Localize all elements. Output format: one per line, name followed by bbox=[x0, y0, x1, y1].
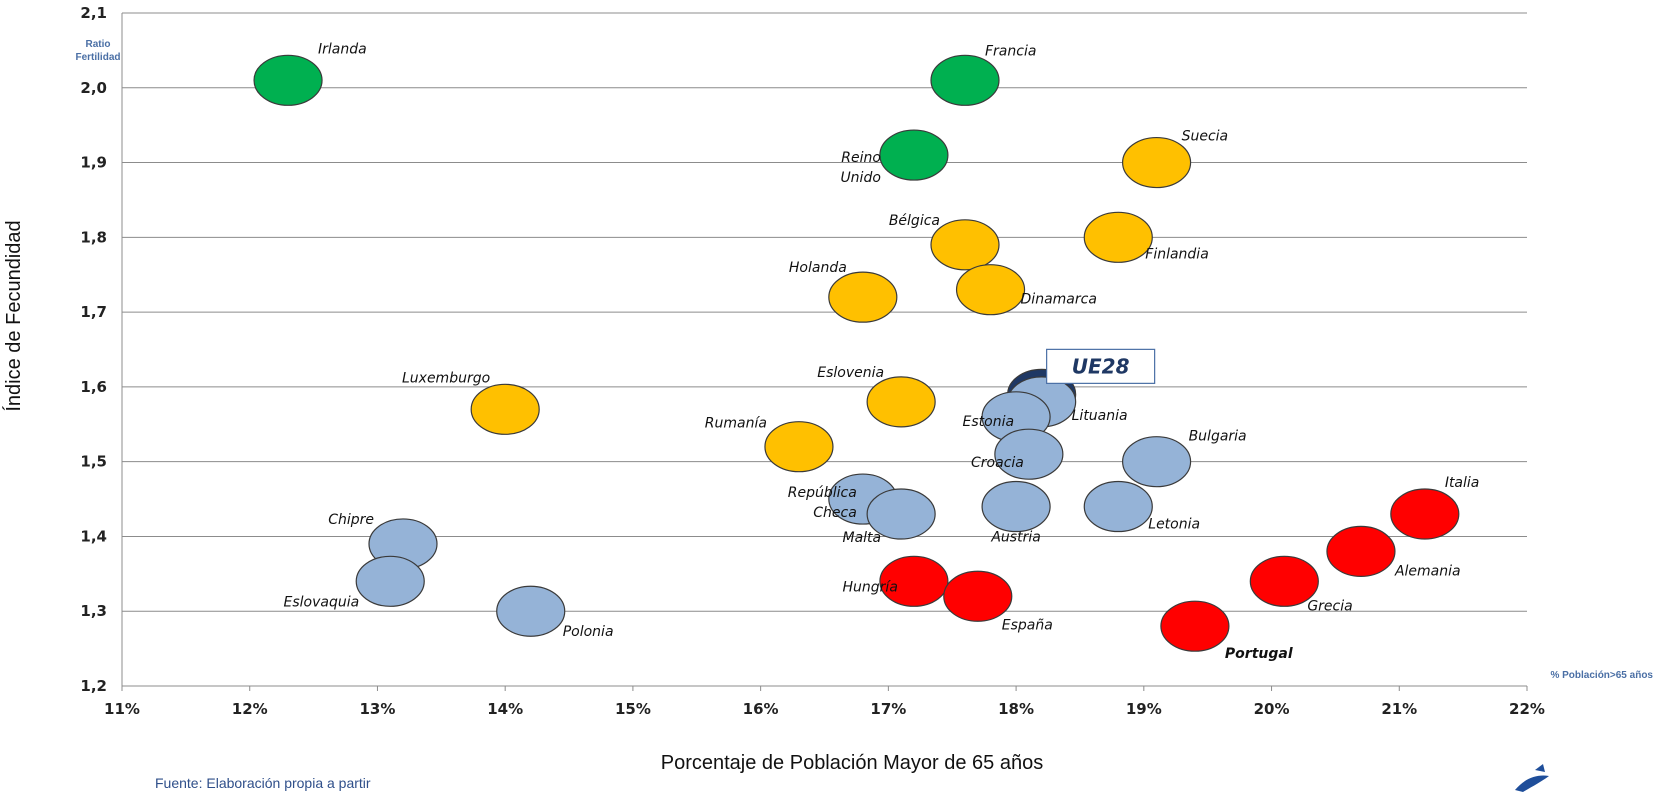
bubble-hungría bbox=[879, 555, 949, 607]
bubble-dinamarca bbox=[955, 264, 1026, 316]
label-españa: España bbox=[1002, 617, 1053, 633]
bubble-portugal bbox=[1160, 600, 1230, 652]
x-axis-title: Porcentaje de Población Mayor de 65 años bbox=[661, 752, 1043, 774]
bubble-holanda bbox=[828, 271, 898, 323]
x-tick-label: 16% bbox=[743, 700, 779, 718]
x-tick-label: 22% bbox=[1509, 700, 1545, 718]
label-suecia: Suecia bbox=[1182, 129, 1229, 145]
x-tick-label: 15% bbox=[615, 700, 651, 718]
bubble-alemania bbox=[1326, 525, 1396, 578]
bubble-francia bbox=[930, 54, 1000, 106]
label-italia: Italia bbox=[1445, 475, 1480, 491]
bubble-grecia bbox=[1249, 555, 1319, 607]
y-tick-label: 1,2 bbox=[80, 677, 107, 695]
label-portugal: Portugal bbox=[1225, 646, 1293, 662]
label-alemania: Alemania bbox=[1394, 563, 1461, 579]
bubble-bélgica bbox=[930, 219, 1000, 271]
label-república-checa: República bbox=[788, 485, 857, 501]
label-república-checa: Checa bbox=[813, 505, 857, 521]
y-tick-label: 1,3 bbox=[80, 602, 107, 620]
x-tick-label: 12% bbox=[232, 700, 268, 718]
bubble-finlandia bbox=[1083, 211, 1153, 263]
label-finlandia: Finlandia bbox=[1145, 246, 1209, 262]
label-bélgica: Bélgica bbox=[889, 213, 940, 229]
x-tick-label: 17% bbox=[870, 700, 906, 718]
label-estonia: Estonia bbox=[963, 414, 1015, 430]
bubble-letonia bbox=[1083, 480, 1153, 533]
x-tick-label: 19% bbox=[1126, 700, 1162, 718]
label-grecia: Grecia bbox=[1307, 598, 1352, 614]
label-hungría: Hungría bbox=[843, 579, 898, 595]
label-rumanía: Rumanía bbox=[705, 416, 767, 432]
x-tick-label: 13% bbox=[360, 700, 396, 718]
x-tick-label: 18% bbox=[998, 700, 1034, 718]
label-letonia: Letonia bbox=[1148, 517, 1200, 533]
corner-y-label-1: Ratio bbox=[86, 39, 111, 50]
y-tick-label: 1,4 bbox=[80, 527, 107, 545]
label-malta: Malta bbox=[843, 530, 882, 546]
y-axis-title: Índice de Fecundidad bbox=[2, 220, 25, 411]
y-tick-label: 1,9 bbox=[80, 154, 107, 172]
label-chipre: Chipre bbox=[328, 512, 374, 528]
label-polonia: Polonia bbox=[563, 624, 614, 640]
grid-lines bbox=[121, 12, 1528, 691]
x-tick-label: 14% bbox=[487, 700, 523, 718]
label-luxemburgo: Luxemburgo bbox=[402, 370, 490, 386]
y-tick-label: 2,1 bbox=[80, 4, 107, 22]
bubble-suecia bbox=[1121, 136, 1192, 189]
y-axis-ticks: 1,2 1,3 1,4 1,5 1,6 1,7 1,8 1,9 2,0 2,1 bbox=[80, 4, 107, 695]
label-bulgaria: Bulgaria bbox=[1189, 429, 1247, 445]
label-irlanda: Irlanda bbox=[318, 41, 367, 57]
bubble-españa bbox=[943, 570, 1013, 622]
y-tick-label: 1,7 bbox=[80, 303, 107, 321]
y-tick-label: 2,0 bbox=[80, 79, 107, 97]
bubble-croacia bbox=[994, 428, 1064, 480]
y-tick-label: 1,5 bbox=[80, 453, 107, 471]
x-tick-label: 21% bbox=[1381, 700, 1417, 718]
ue28-label-box bbox=[1046, 348, 1156, 384]
y-tick-label: 1,6 bbox=[80, 378, 107, 396]
bubble-austria bbox=[981, 480, 1051, 533]
bubble-polonia bbox=[496, 585, 566, 637]
label-reino-unido: Unido bbox=[840, 170, 880, 186]
label-lituania: Lituania bbox=[1072, 408, 1128, 424]
label-holanda: Holanda bbox=[789, 260, 847, 276]
label-eslovaquia: Eslovaquia bbox=[284, 594, 360, 610]
bubble-luxemburgo bbox=[470, 383, 540, 435]
corner-y-label-2: Fertilidad bbox=[75, 52, 120, 63]
y-tick-label: 1,8 bbox=[80, 228, 107, 246]
bubble-malta bbox=[866, 488, 936, 540]
label-reino-unido: Reino bbox=[841, 150, 881, 166]
x-tick-label: 20% bbox=[1254, 700, 1290, 718]
x-axis-ticks: 11% 12% 13% 14% 15% 16% 17% 18% 19% 20% 21% 22% bbox=[104, 700, 1545, 718]
label-austria: Austria bbox=[990, 530, 1040, 546]
label-francia: Francia bbox=[985, 43, 1036, 59]
bubble-italia bbox=[1390, 488, 1460, 540]
bubble-eslovaquia bbox=[355, 555, 425, 607]
source-note: Fuente: Elaboración propia a partir bbox=[155, 775, 371, 791]
label-eslovenia: Eslovenia bbox=[817, 365, 884, 381]
bubble-rumanía bbox=[764, 421, 834, 473]
bubble-bulgaria bbox=[1121, 436, 1192, 488]
corner-x-label: % Población>65 años bbox=[1550, 670, 1653, 681]
label-croacia: Croacia bbox=[971, 455, 1024, 471]
bubbles bbox=[253, 54, 1460, 652]
bubble-irlanda bbox=[253, 54, 323, 106]
bubble-eslovenia bbox=[866, 376, 936, 428]
logo-icon bbox=[1515, 764, 1549, 792]
bubble-labels: Irlanda Francia Reino Unido Suecia Bélgica Fin… bbox=[284, 41, 1480, 662]
label-dinamarca: Dinamarca bbox=[1021, 292, 1097, 308]
x-tick-label: 11% bbox=[104, 700, 140, 718]
label-ue28: UE28 bbox=[1072, 354, 1130, 378]
bubble-reino-unido bbox=[879, 129, 949, 181]
